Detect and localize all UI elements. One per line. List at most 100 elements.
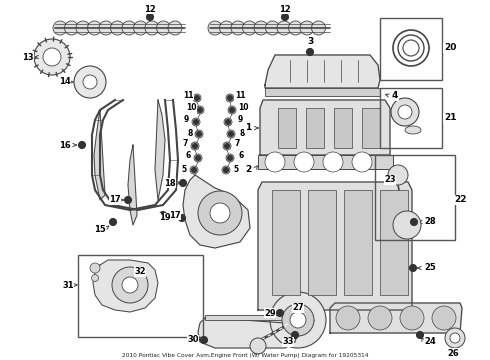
Circle shape xyxy=(65,21,78,35)
Bar xyxy=(78,255,203,337)
Circle shape xyxy=(227,130,235,138)
Circle shape xyxy=(416,332,423,338)
Circle shape xyxy=(200,337,207,343)
Circle shape xyxy=(300,21,314,35)
Circle shape xyxy=(122,21,136,35)
Circle shape xyxy=(243,21,256,35)
Circle shape xyxy=(393,211,421,239)
Circle shape xyxy=(192,167,196,172)
Circle shape xyxy=(294,152,314,172)
Text: 8: 8 xyxy=(239,129,245,138)
Bar xyxy=(278,108,296,148)
Circle shape xyxy=(228,131,234,136)
Circle shape xyxy=(352,152,372,172)
Text: 5: 5 xyxy=(181,165,187,174)
Text: 17: 17 xyxy=(169,211,181,220)
Polygon shape xyxy=(330,303,462,333)
Polygon shape xyxy=(260,100,390,155)
Circle shape xyxy=(254,21,268,35)
Circle shape xyxy=(109,219,117,225)
Polygon shape xyxy=(183,175,250,248)
Circle shape xyxy=(90,263,100,273)
Circle shape xyxy=(198,191,242,235)
Circle shape xyxy=(229,108,235,112)
Circle shape xyxy=(411,219,417,225)
Text: 30: 30 xyxy=(187,336,199,345)
Circle shape xyxy=(307,49,314,55)
Bar xyxy=(380,88,442,148)
Text: 5: 5 xyxy=(233,165,239,174)
Text: 16: 16 xyxy=(59,140,71,149)
Bar xyxy=(265,88,380,96)
Circle shape xyxy=(196,106,204,114)
Text: 12: 12 xyxy=(144,4,156,13)
Circle shape xyxy=(224,144,229,148)
Circle shape xyxy=(147,13,153,21)
Text: 6: 6 xyxy=(238,152,244,161)
Circle shape xyxy=(410,265,416,271)
Circle shape xyxy=(223,142,231,150)
Text: 9: 9 xyxy=(183,116,189,125)
Circle shape xyxy=(83,75,97,89)
Circle shape xyxy=(196,131,201,136)
Text: 13: 13 xyxy=(22,53,34,62)
Circle shape xyxy=(336,306,360,330)
Circle shape xyxy=(168,21,182,35)
Circle shape xyxy=(432,306,456,330)
Text: 3: 3 xyxy=(307,37,313,46)
Text: 18: 18 xyxy=(164,179,176,188)
Circle shape xyxy=(222,166,230,174)
Circle shape xyxy=(133,21,147,35)
Circle shape xyxy=(88,21,101,35)
Circle shape xyxy=(276,310,284,316)
Text: 7: 7 xyxy=(182,139,188,148)
Circle shape xyxy=(76,21,90,35)
Text: 31: 31 xyxy=(62,280,74,289)
Circle shape xyxy=(122,277,138,293)
Circle shape xyxy=(196,156,200,161)
Circle shape xyxy=(195,130,203,138)
Circle shape xyxy=(160,211,167,219)
Circle shape xyxy=(266,21,279,35)
Text: 6: 6 xyxy=(185,152,191,161)
Text: 15: 15 xyxy=(94,225,106,234)
Circle shape xyxy=(265,152,285,172)
Text: 20: 20 xyxy=(444,44,456,53)
Circle shape xyxy=(289,21,302,35)
Polygon shape xyxy=(93,260,158,312)
Circle shape xyxy=(368,306,392,330)
Circle shape xyxy=(290,312,306,328)
Polygon shape xyxy=(155,100,165,200)
Bar xyxy=(362,108,380,148)
Text: 8: 8 xyxy=(187,129,193,138)
Circle shape xyxy=(112,267,148,303)
Text: 26: 26 xyxy=(447,348,459,357)
Bar xyxy=(258,155,393,169)
Text: 23: 23 xyxy=(384,175,396,184)
Circle shape xyxy=(156,21,171,35)
Circle shape xyxy=(450,333,460,343)
Text: 11: 11 xyxy=(183,90,193,99)
Text: 24: 24 xyxy=(424,338,436,346)
Polygon shape xyxy=(128,145,137,225)
Circle shape xyxy=(210,203,230,223)
Text: 9: 9 xyxy=(237,116,243,125)
Circle shape xyxy=(193,144,197,148)
Circle shape xyxy=(145,21,159,35)
Text: 2010 Pontiac Vibe Cover Asm,Engine Front (W/ Water Pump) Diagram for 19205314: 2010 Pontiac Vibe Cover Asm,Engine Front… xyxy=(122,353,368,358)
Circle shape xyxy=(228,106,236,114)
Bar xyxy=(334,108,352,148)
Circle shape xyxy=(194,120,198,125)
Text: 10: 10 xyxy=(238,104,248,112)
Bar xyxy=(308,190,336,295)
Circle shape xyxy=(292,332,298,338)
Bar xyxy=(306,108,324,148)
Bar xyxy=(380,190,408,295)
Circle shape xyxy=(231,21,245,35)
Circle shape xyxy=(74,66,106,98)
Text: 1: 1 xyxy=(245,123,251,132)
Circle shape xyxy=(92,274,98,282)
Text: 12: 12 xyxy=(279,4,291,13)
Text: 2: 2 xyxy=(245,166,251,175)
Circle shape xyxy=(388,165,408,185)
